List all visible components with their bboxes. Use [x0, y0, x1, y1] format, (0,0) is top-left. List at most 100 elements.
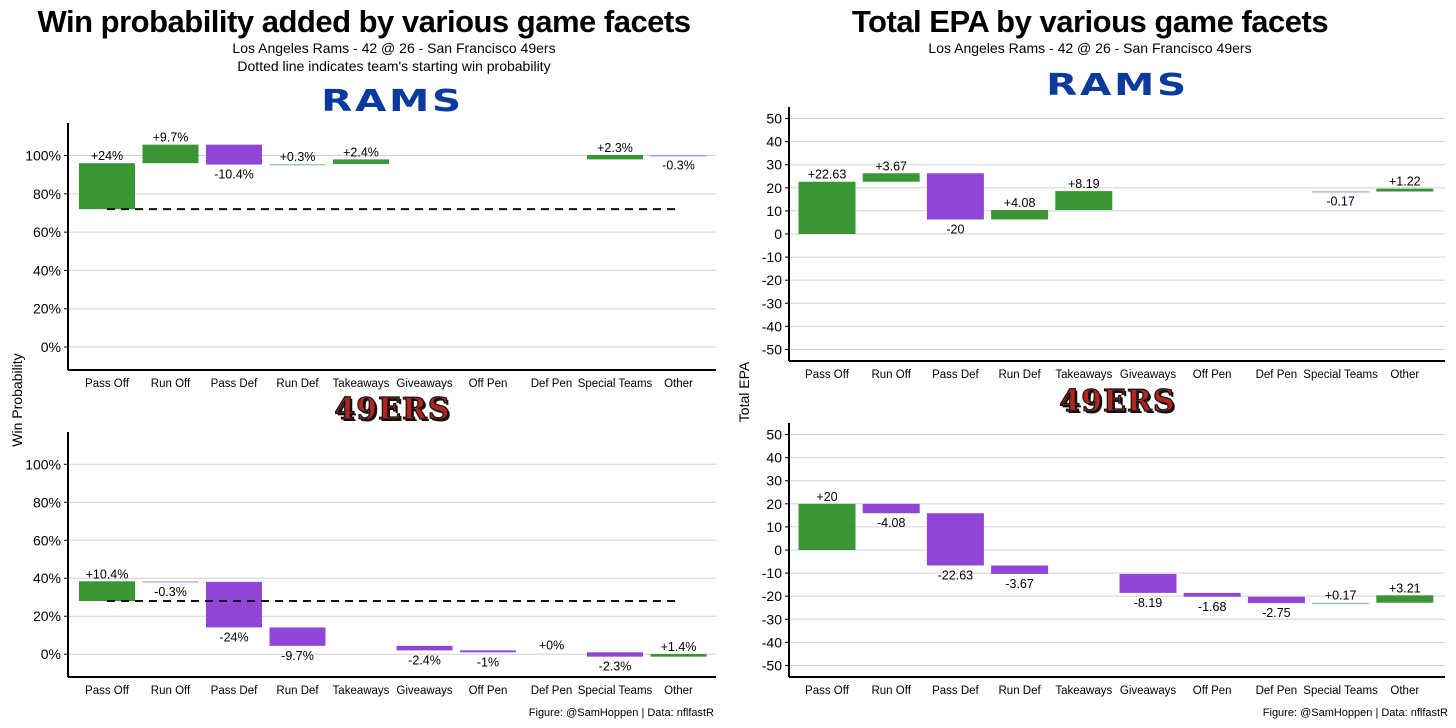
x-tick-label: Off Pen	[469, 685, 508, 697]
y-tick-label: 20%	[33, 608, 61, 624]
waterfall-bar	[142, 581, 199, 583]
y-tick-label: -10	[762, 249, 782, 265]
x-tick-label: Other	[664, 685, 693, 697]
y-tick-label: 40	[766, 134, 782, 150]
waterfall-bar	[206, 144, 262, 165]
y-tick-label: -50	[762, 657, 782, 673]
data-label: +0.3%	[280, 150, 316, 164]
waterfall-bar	[587, 652, 643, 657]
data-label: +0.17	[1325, 589, 1357, 603]
x-tick-label: Giveaways	[396, 685, 452, 697]
data-label: -0.3%	[154, 585, 187, 599]
data-label: +24%	[91, 149, 123, 163]
x-tick-label: Off Pen	[1193, 369, 1232, 381]
waterfall-bar	[1312, 602, 1370, 605]
left-chart-title: Win probability added by various game fa…	[37, 4, 692, 39]
x-tick-label: Special Teams	[1303, 685, 1378, 697]
x-tick-label: Run Def	[999, 685, 1042, 697]
y-tick-label: 80%	[33, 186, 61, 202]
x-tick-label: Pass Off	[805, 685, 850, 697]
data-label: +1.22	[1389, 175, 1421, 189]
data-label: -9.7%	[281, 649, 314, 663]
data-label: -10.4%	[214, 168, 254, 182]
data-label: -2.75	[1262, 606, 1291, 620]
data-label: +20	[816, 490, 837, 504]
x-tick-label: Pass Off	[85, 378, 130, 390]
waterfall-bar	[460, 650, 516, 653]
x-tick-label: Other	[664, 378, 693, 390]
waterfall-bar	[862, 173, 920, 182]
waterfall-bar	[798, 503, 856, 550]
y-tick-label: 30	[766, 157, 782, 173]
waterfall-bar	[650, 154, 707, 157]
data-label: -20	[946, 222, 964, 236]
waterfall-bar	[1055, 191, 1113, 211]
niners-logo-right: 49ERS	[1059, 383, 1176, 419]
x-tick-label: Pass Off	[805, 369, 850, 381]
waterfall-bar	[79, 581, 135, 602]
y-tick-label: 80%	[33, 494, 61, 510]
waterfall-bar	[926, 173, 984, 220]
y-tick-label: -50	[762, 341, 782, 357]
waterfall-bar	[991, 565, 1049, 574]
y-tick-label: -40	[762, 634, 782, 650]
x-tick-label: Other	[1390, 685, 1419, 697]
data-label: +9.7%	[153, 131, 189, 145]
y-tick-label: 0	[774, 226, 782, 242]
y-tick-label: 50	[766, 111, 782, 127]
waterfall-bar	[142, 144, 199, 164]
x-tick-label: Def Pen	[531, 378, 573, 390]
data-label: -4.08	[877, 516, 906, 530]
x-tick-label: Run Def	[999, 369, 1042, 381]
data-label: +3.21	[1389, 581, 1421, 595]
waterfall-bar	[1312, 191, 1370, 193]
x-tick-label: Run Off	[871, 369, 911, 381]
data-label: +2.4%	[343, 145, 379, 159]
waterfall-bar	[926, 513, 984, 566]
waterfall-bar	[333, 159, 389, 164]
x-tick-label: Special Teams	[578, 685, 653, 697]
data-label: -8.19	[1134, 596, 1163, 610]
data-label: -3.67	[1005, 577, 1034, 591]
rams-logo-right: RAMS	[1046, 68, 1189, 103]
left-caption: Figure: @SamHoppen | Data: nflfastR	[528, 707, 714, 719]
y-tick-label: -30	[762, 295, 782, 311]
data-label: +22.63	[808, 168, 847, 182]
x-tick-label: Special Teams	[578, 378, 653, 390]
y-tick-label: -20	[762, 272, 782, 288]
y-tick-label: 40%	[33, 262, 61, 278]
y-tick-label: 50	[766, 427, 782, 443]
x-tick-label: Takeaways	[1055, 369, 1112, 381]
waterfall-bar	[269, 627, 326, 646]
waterfall-bar	[79, 163, 135, 210]
x-tick-label: Def Pen	[531, 685, 573, 697]
x-tick-label: Takeaways	[1055, 685, 1112, 697]
y-tick-label: 20	[766, 180, 782, 196]
data-label: +4.08	[1004, 196, 1036, 210]
right-caption: Figure: @SamHoppen | Data: nflfastR	[1262, 707, 1448, 719]
x-tick-label: Pass Def	[211, 378, 258, 390]
waterfall-bar	[1376, 595, 1434, 603]
waterfall-bar	[650, 654, 707, 657]
waterfall-bar	[798, 181, 856, 234]
y-tick-label: 60%	[33, 532, 61, 548]
x-tick-label: Def Pen	[1256, 685, 1298, 697]
data-label: +2.3%	[597, 141, 633, 155]
y-tick-label: 30	[766, 473, 782, 489]
x-tick-label: Other	[1390, 369, 1419, 381]
niners-logo: 49ERS	[334, 391, 451, 427]
y-tick-label: -30	[762, 611, 782, 627]
x-tick-label: Run Def	[276, 378, 319, 390]
y-tick-label: 20%	[33, 301, 61, 317]
y-tick-label: 20	[766, 496, 782, 512]
x-tick-label: Takeaways	[333, 685, 390, 697]
data-label: -1.68	[1198, 600, 1227, 614]
waterfall-bar	[991, 210, 1049, 220]
y-tick-label: 0	[774, 542, 782, 558]
x-tick-label: Pass Off	[85, 685, 130, 697]
x-tick-label: Def Pen	[1256, 369, 1298, 381]
x-tick-label: Run Off	[871, 685, 911, 697]
data-label: +1.4%	[661, 640, 697, 654]
data-label: +10.4%	[86, 567, 129, 581]
